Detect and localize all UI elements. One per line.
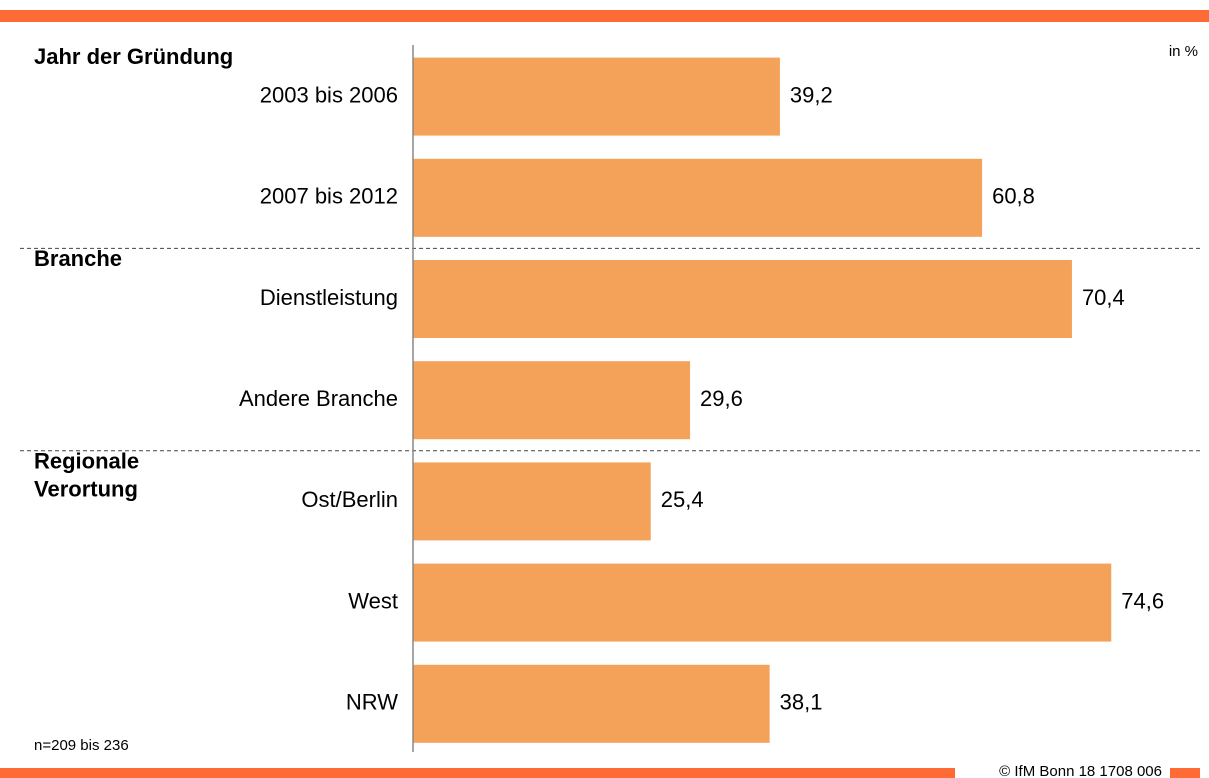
footer: © IfM Bonn 18 1708 006: [999, 763, 1162, 778]
value-label: 39,2: [790, 82, 833, 107]
value-label: 29,6: [700, 386, 743, 411]
bar: [413, 260, 1072, 338]
bar: [413, 158, 983, 237]
note: n=209 bis 236: [34, 737, 129, 754]
category-label: 2003 bis 2006: [260, 82, 398, 107]
value-label: 38,1: [780, 690, 823, 715]
category-label: Dienstleistung: [260, 285, 398, 310]
group-label: Branche: [34, 246, 122, 271]
bottom-box: [1170, 768, 1200, 778]
category-label: 2007 bis 2012: [260, 184, 398, 209]
group-label: Verortung: [34, 477, 138, 502]
bar: [413, 57, 780, 136]
bar: [413, 664, 770, 743]
category-label: Ost/Berlin: [301, 487, 398, 512]
category-label: NRW: [346, 690, 398, 715]
group-label: Jahr der Gründung: [34, 44, 233, 69]
bar: [413, 361, 691, 440]
value-label: 25,4: [661, 487, 704, 512]
value-label: 60,8: [992, 184, 1035, 209]
category-label: Andere Branche: [239, 386, 398, 411]
category-label: West: [348, 588, 398, 613]
top-band: [0, 10, 1209, 22]
group-label: Regionale: [34, 449, 139, 474]
bar: [413, 563, 1112, 642]
value-label: 70,4: [1082, 285, 1125, 310]
unit-label: in %: [1169, 43, 1198, 60]
bottom-band: [0, 768, 955, 778]
bar: [413, 462, 651, 541]
value-label: 74,6: [1121, 588, 1164, 613]
